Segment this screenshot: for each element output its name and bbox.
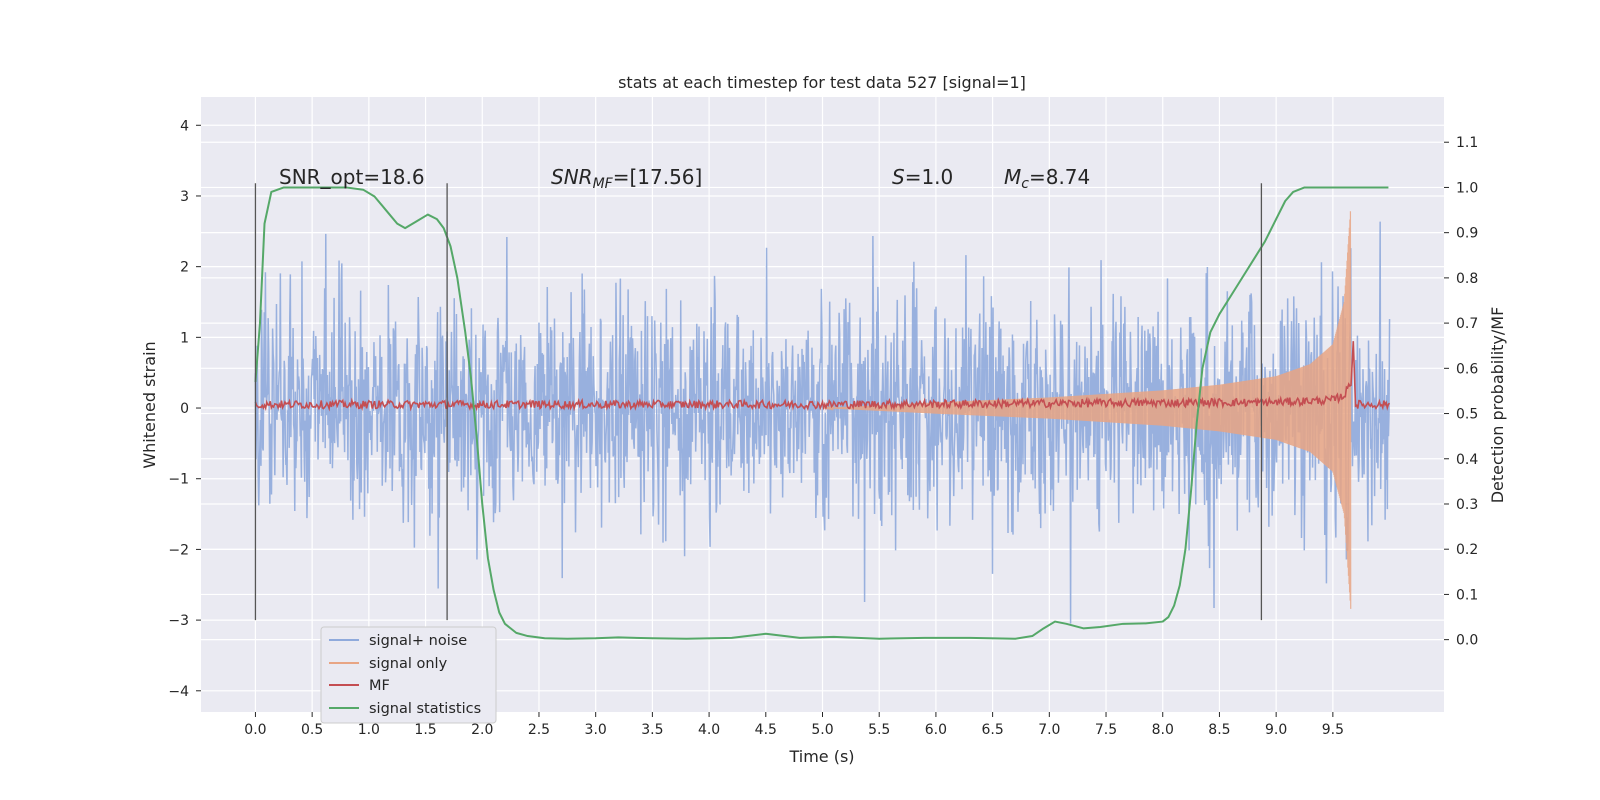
chart-title: stats at each timestep for test data 527… [618,73,1026,92]
y-tick-label: 1 [180,330,189,346]
annotation-s-symbol: S [892,165,905,189]
x-tick-label: 1.0 [358,722,380,738]
x-tick-label: 4.0 [698,722,720,738]
x-tick-label: 6.5 [981,722,1003,738]
y-axis-label: Whitened strain [140,341,159,468]
series-signal-only [822,211,1352,609]
x-tick-label: 6.0 [925,722,947,738]
x-tick-label: 2.0 [471,722,493,738]
y2-tick-label: 0.8 [1456,271,1478,287]
y2-tick-label: 0.6 [1456,361,1478,377]
x-tick-label: 8.0 [1152,722,1174,738]
y2-tick-label: 1.0 [1456,180,1478,196]
annotation-snr-mf-base: SNR [551,165,593,189]
annotation-mc-value: =8.74 [1029,165,1090,189]
legend-label-signal-statistics: signal statistics [369,701,481,717]
y-tick-label: −1 [168,472,189,488]
y2-tick-label: 0.4 [1456,452,1478,468]
series-layer [254,186,1391,640]
legend-box [320,626,497,724]
x-tick-label: 8.5 [1208,722,1230,738]
annotation-snr-opt: SNR_opt=18.6 [279,165,425,189]
y2-tick-label: 0.5 [1456,407,1478,423]
y2-tick-label: 1.1 [1456,135,1478,151]
y-tick-label: 0 [180,401,189,417]
annotation-s-value: =1.0 [905,165,954,189]
x-tick-label: 5.0 [811,722,833,738]
y2-axis-label: Detection probability/MF [1488,307,1507,504]
annotation-mc-symbol: M [1004,165,1021,189]
legend-label-mf: MF [369,678,390,694]
legend: signal+ noise signal only MF signal stat… [320,626,497,724]
y-tick-label: −3 [168,613,189,629]
x-tick-label: 2.5 [528,722,550,738]
y2-tick-label: 0.2 [1456,542,1478,558]
annotation-s: S=1.0 [892,165,953,189]
y2-tick-label: 0.0 [1456,633,1478,649]
y-tick-label: 4 [180,118,189,134]
vertical-markers [254,183,1263,621]
x-tick-label: 3.0 [585,722,607,738]
x-tick-label: 9.0 [1265,722,1287,738]
x-tick-label: 0.5 [301,722,323,738]
annotation-mc-subscript: c [1021,176,1029,192]
y-tick-label: 2 [180,260,189,276]
series-signal-statistics [254,186,1389,640]
series-mf [254,341,1391,412]
y2-tick-label: 0.7 [1456,316,1478,332]
ticks: 0.0 0.5 1.0 1.5 2.0 2.5 3.0 3.5 4.0 4.5 5.0 5.5 6.0 6… [168,118,1478,738]
y-tick-label: −4 [168,684,189,700]
x-tick-label: 4.5 [755,722,777,738]
series-signal-noise [254,221,1391,624]
y-tick-label: 3 [180,189,189,205]
x-tick-label: 7.0 [1038,722,1060,738]
x-tick-label: 0.0 [244,722,266,738]
x-tick-label: 3.5 [641,722,663,738]
x-axis-label: Time (s) [788,747,854,766]
legend-label-signal-only: signal only [369,656,448,672]
x-tick-label: 1.5 [414,722,436,738]
x-tick-label: 5.5 [868,722,890,738]
legend-label-signal-noise: signal+ noise [369,633,467,649]
annotation-snr-mf: SNRMF=[17.56] [551,165,702,192]
annotation-snr-mf-value: =[17.56] [613,165,703,189]
annotation-mc: Mc=8.74 [1004,165,1090,192]
y2-tick-label: 0.9 [1456,226,1478,242]
y2-tick-label: 0.1 [1456,587,1478,603]
y2-tick-label: 0.3 [1456,497,1478,513]
x-tick-label: 7.5 [1095,722,1117,738]
y-tick-label: −2 [168,542,189,558]
annotation-snr-mf-subscript: MF [593,176,614,192]
x-tick-label: 9.5 [1322,722,1344,738]
